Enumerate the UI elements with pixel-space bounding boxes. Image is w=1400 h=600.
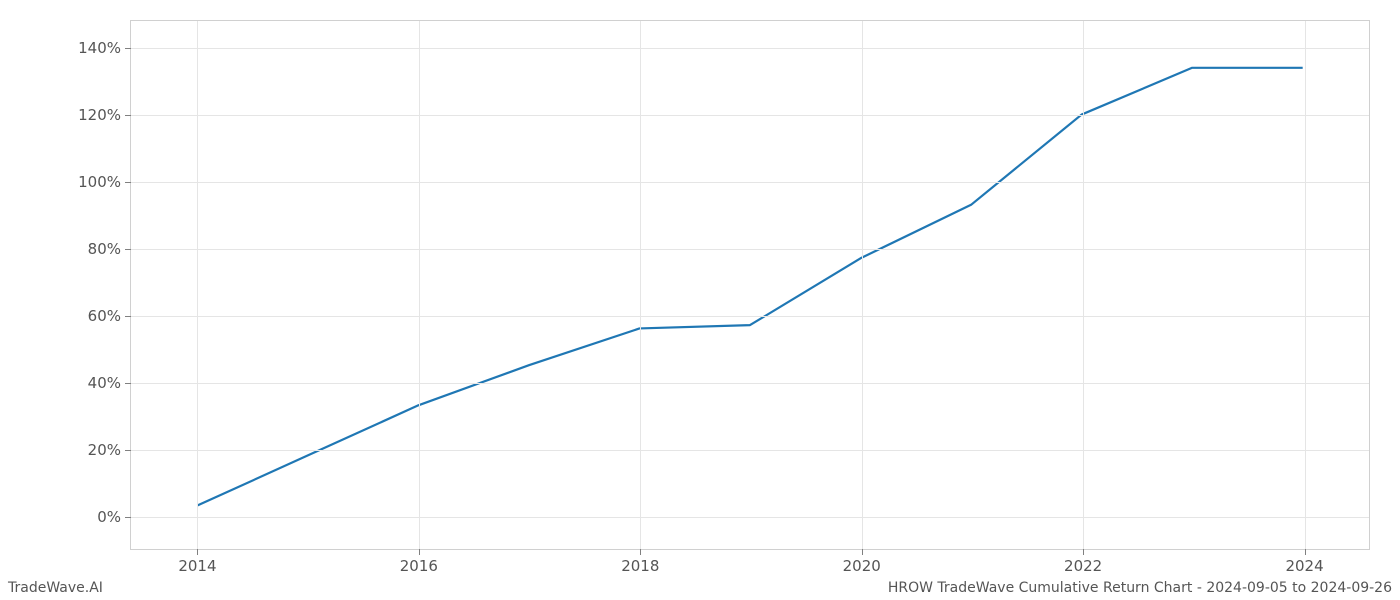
footer-left-label: TradeWave.AI [8, 580, 103, 596]
y-tick-label: 80% [88, 240, 131, 258]
x-tick-label: 2020 [843, 549, 881, 575]
x-tick-label: 2018 [621, 549, 659, 575]
plot-area: 0%20%40%60%80%100%120%140%20142016201820… [130, 20, 1370, 550]
gridline-y [131, 316, 1369, 317]
gridline-y [131, 48, 1369, 49]
footer-right-label: HROW TradeWave Cumulative Return Chart -… [888, 580, 1392, 596]
y-tick-label: 120% [78, 106, 131, 124]
x-tick-label: 2022 [1064, 549, 1102, 575]
gridline-y [131, 249, 1369, 250]
y-tick-label: 20% [88, 441, 131, 459]
gridline-x [197, 21, 198, 549]
gridline-x [419, 21, 420, 549]
x-tick-label: 2016 [400, 549, 438, 575]
y-tick-label: 100% [78, 173, 131, 191]
gridline-x [640, 21, 641, 549]
series-line-cumulative-return [197, 68, 1302, 506]
gridline-y [131, 182, 1369, 183]
y-tick-label: 140% [78, 39, 131, 57]
gridline-x [1083, 21, 1084, 549]
gridline-y [131, 383, 1369, 384]
gridline-y [131, 115, 1369, 116]
x-tick-label: 2024 [1285, 549, 1323, 575]
gridline-x [862, 21, 863, 549]
x-tick-label: 2014 [178, 549, 216, 575]
y-tick-label: 0% [97, 508, 131, 526]
gridline-y [131, 450, 1369, 451]
gridline-y [131, 517, 1369, 518]
chart-container: 0% 20% 40% 60% 80% 100% 120% 140% 2014 2016 2018 20… [0, 0, 1400, 600]
y-tick-label: 40% [88, 374, 131, 392]
line-series-svg [131, 21, 1369, 549]
y-tick-label: 60% [88, 307, 131, 325]
gridline-x [1305, 21, 1306, 549]
